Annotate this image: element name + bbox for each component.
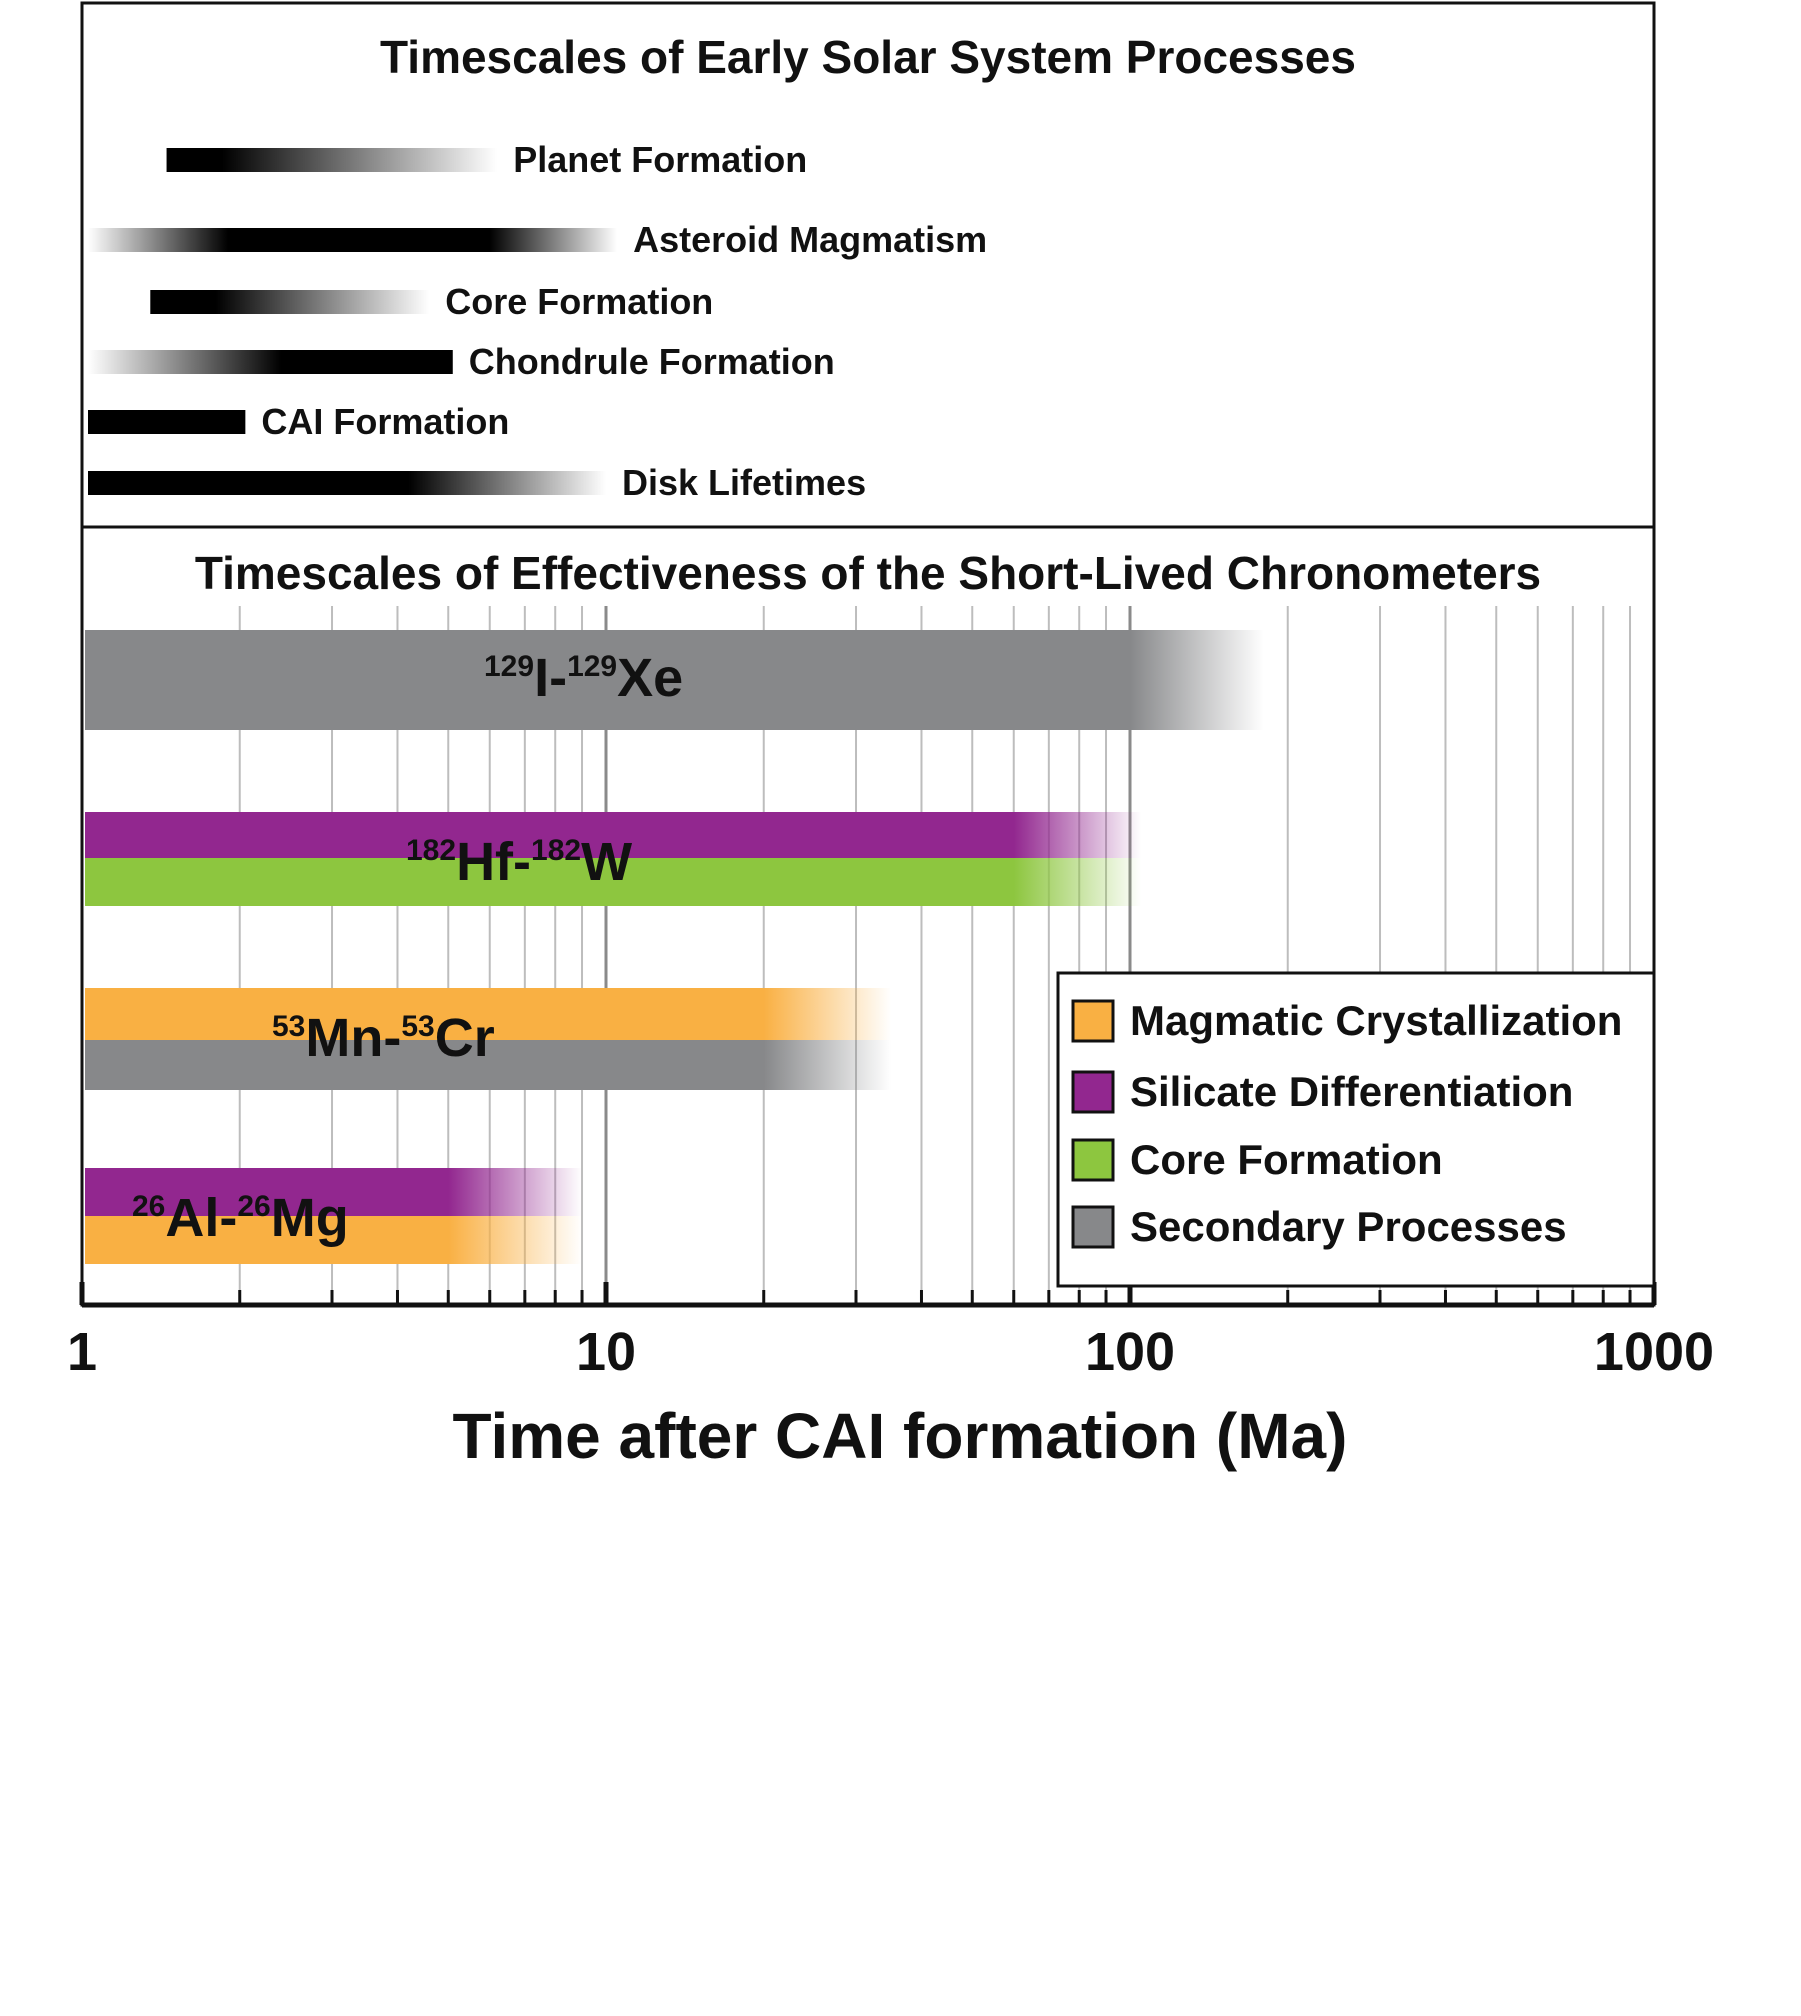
element-symbol: Mg — [271, 1188, 349, 1248]
chronometer-label: 53Mn-53Cr — [272, 1008, 495, 1068]
mass-number: 53 — [401, 1010, 434, 1043]
chronometer-bar-secondary-processes — [85, 1040, 892, 1090]
x-tick-label: 100 — [1085, 1322, 1175, 1382]
legend: Magmatic Crystallization Silicate Differe… — [1056, 971, 1656, 1288]
process-bars — [88, 148, 618, 495]
chronometer-label: 26Al-26Mg — [132, 1188, 349, 1248]
x-tick-labels: 1 10 100 1000 — [67, 1322, 1714, 1382]
legend-label-secondary-processes: Secondary Processes — [1130, 1203, 1567, 1250]
chronometer-bar-secondary-processes — [85, 630, 1264, 730]
label-cai-formation: CAI Formation — [261, 401, 509, 442]
chronometer-label: 129I-129Xe — [484, 648, 683, 708]
x-tick-label: 1 — [67, 1322, 97, 1382]
bar-cai-formation — [88, 410, 246, 434]
element-symbol: W — [581, 832, 632, 892]
mass-number: 129 — [567, 650, 617, 683]
element-symbol: I- — [534, 648, 567, 708]
chronometer-bar-silicate-differentiation — [85, 812, 1142, 858]
bar-asteroid-magmatism — [88, 228, 618, 252]
mass-number: 129 — [484, 650, 534, 683]
chronometer-bar-magmatic-crystallization — [85, 988, 892, 1040]
legend-swatch-silicate-differentiation — [1071, 1070, 1115, 1114]
element-symbol: Mn- — [305, 1008, 401, 1068]
element-symbol: Xe — [617, 648, 683, 708]
legend-swatch-secondary-processes — [1071, 1205, 1115, 1249]
chronometer-title-backdrop — [88, 545, 1652, 603]
bar-chondrule-formation — [88, 350, 453, 374]
legend-label-magmatic-crystallization: Magmatic Crystallization — [1130, 997, 1622, 1044]
chronometer-bar-silicate-differentiation — [85, 1168, 583, 1216]
legend-label-silicate-differentiation: Silicate Differentiation — [1130, 1068, 1573, 1115]
chronometer-panel-title: Timescales of Effectiveness of the Short… — [195, 547, 1541, 599]
legend-label-core-formation: Core Formation — [1130, 1136, 1443, 1183]
element-symbol: Al- — [165, 1188, 237, 1248]
x-tick-label: 10 — [576, 1322, 636, 1382]
x-axis-label: Time after CAI formation (Ma) — [453, 1400, 1348, 1472]
bar-disk-lifetimes — [88, 471, 606, 495]
x-tick-label: 1000 — [1594, 1322, 1714, 1382]
chronometer-label: 182Hf-182W — [406, 832, 632, 892]
bar-core-formation — [150, 290, 430, 314]
process-labels: Planet Formation Asteroid Magmatism Core F… — [261, 139, 987, 503]
element-symbol: Hf- — [456, 832, 531, 892]
label-chondrule-formation: Chondrule Formation — [469, 341, 835, 382]
process-panel-title: Timescales of Early Solar System Process… — [380, 31, 1356, 83]
mass-number: 53 — [272, 1010, 305, 1043]
label-core-formation: Core Formation — [445, 281, 713, 322]
bar-planet-formation — [166, 148, 498, 172]
legend-swatch-magmatic-crystallization — [1071, 999, 1115, 1043]
mass-number: 182 — [406, 834, 456, 867]
mass-number: 26 — [237, 1190, 270, 1223]
element-symbol: Cr — [435, 1008, 495, 1068]
label-disk-lifetimes: Disk Lifetimes — [622, 462, 866, 503]
label-asteroid-magmatism: Asteroid Magmatism — [633, 219, 987, 260]
label-planet-formation: Planet Formation — [513, 139, 807, 180]
chronometer-bar-magmatic-crystallization — [85, 1216, 583, 1264]
legend-frame — [1056, 971, 1656, 1288]
mass-number: 182 — [531, 834, 581, 867]
legend-swatch-core-formation — [1071, 1138, 1115, 1182]
chronometer-bar-core-formation — [85, 858, 1142, 906]
mass-number: 26 — [132, 1190, 165, 1223]
chronometer-bars — [85, 630, 1264, 1264]
